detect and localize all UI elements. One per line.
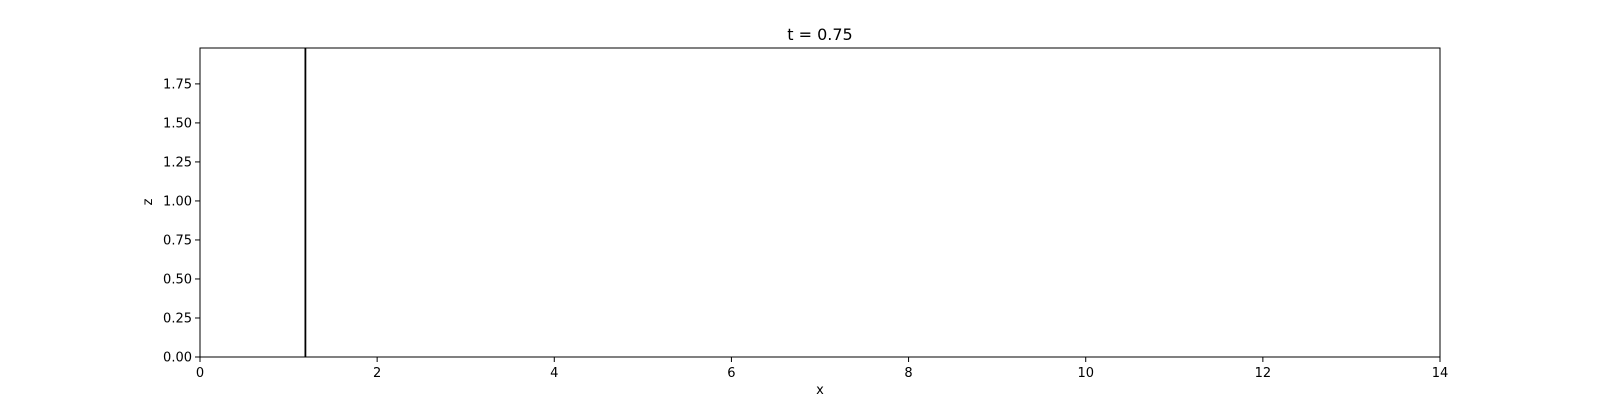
- x-tick-label: 4: [550, 366, 558, 381]
- y-axis-ticks: 0.00 0.25 0.50 0.75 1.00 1.25 1.50 1.75: [163, 77, 200, 366]
- x-tick-label: 10: [1077, 366, 1094, 381]
- y-axis-label: z: [141, 198, 156, 205]
- y-tick-label: 1.50: [163, 116, 192, 131]
- chart-title: t = 0.75: [787, 25, 852, 44]
- x-tick-label: 0: [196, 366, 204, 381]
- y-tick-label: 0.75: [163, 233, 192, 248]
- y-tick-label: 1.25: [163, 155, 192, 170]
- plot-frame: [199, 47, 1441, 358]
- x-tick-label: 12: [1255, 366, 1272, 381]
- y-tick-label: 0.25: [163, 311, 192, 326]
- y-tick-label: 0.50: [163, 272, 192, 287]
- y-tick-label: 1.75: [163, 77, 192, 92]
- x-axis-ticks: 0 2 4 6 8 10 12 14: [196, 357, 1448, 381]
- x-tick-label: 6: [727, 366, 735, 381]
- y-tick-label: 0.00: [163, 351, 192, 366]
- x-tick-label: 14: [1432, 366, 1449, 381]
- x-tick-label: 2: [373, 366, 381, 381]
- y-tick-label: 1.00: [163, 194, 192, 209]
- x-tick-label: 8: [904, 366, 912, 381]
- plot-area: [200, 48, 1440, 357]
- x-axis-label: x: [816, 383, 824, 398]
